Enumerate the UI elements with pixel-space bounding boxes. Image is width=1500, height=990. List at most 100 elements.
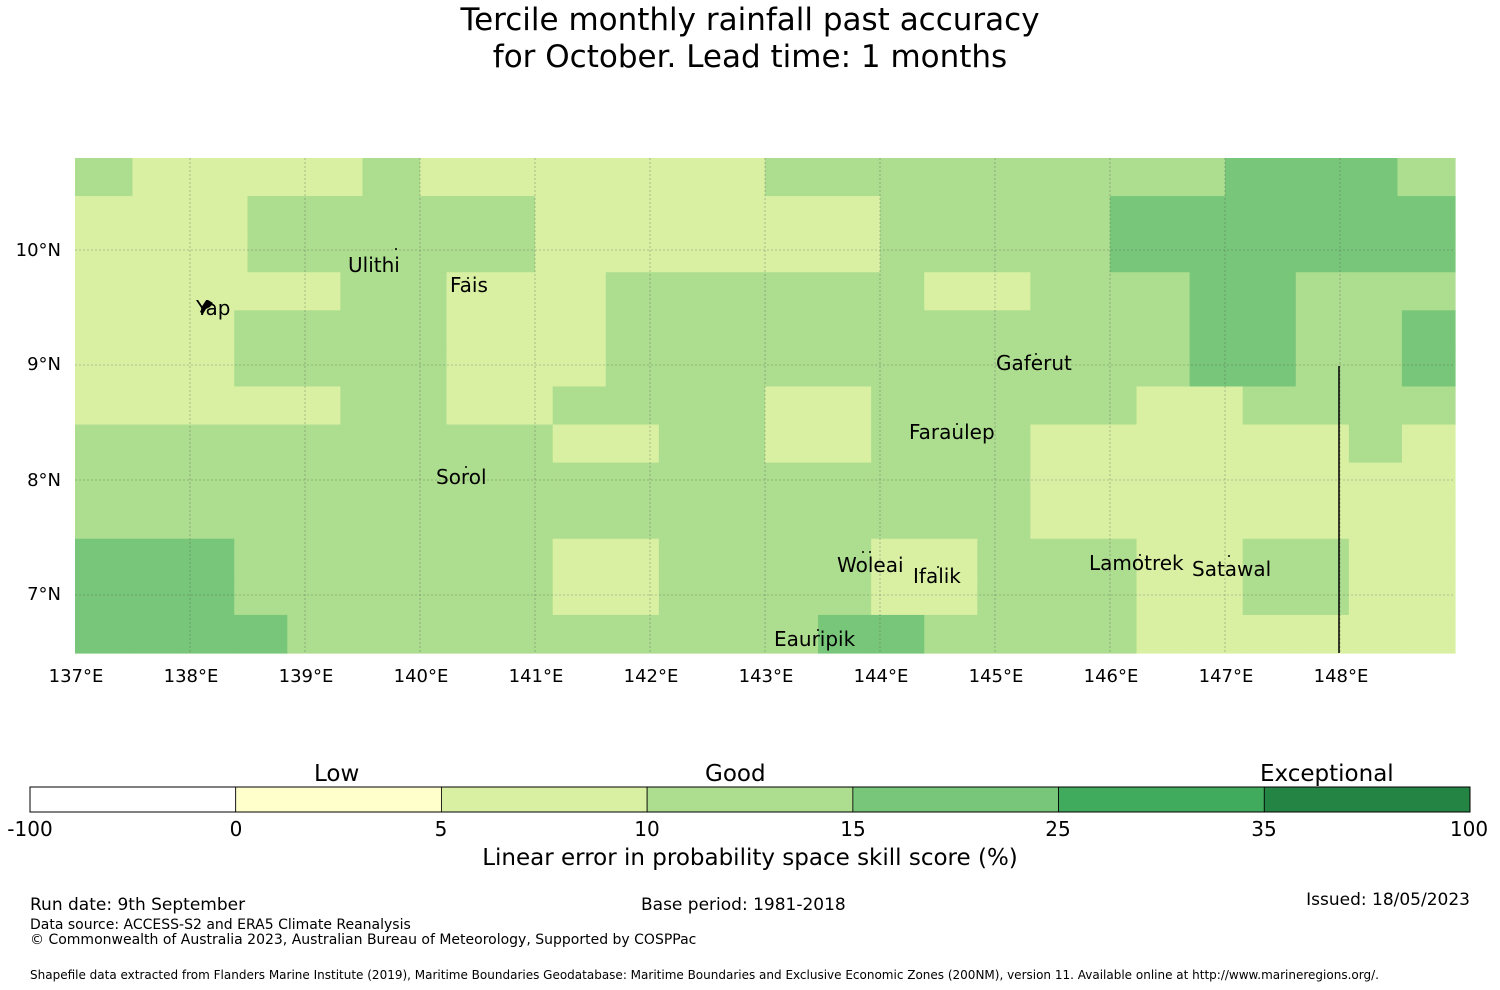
colorbar-frame bbox=[29, 786, 1471, 813]
colorbar-tick: 0 bbox=[229, 817, 243, 841]
skill-cell bbox=[446, 614, 501, 654]
skill-cell bbox=[75, 310, 129, 349]
skill-cell bbox=[1282, 158, 1341, 197]
skill-cell bbox=[1189, 424, 1244, 464]
skill-cell bbox=[499, 538, 554, 578]
colorbar-segment bbox=[441, 786, 648, 813]
skill-cell bbox=[1083, 310, 1138, 349]
skill-cell bbox=[1136, 386, 1191, 426]
skill-cell bbox=[1136, 272, 1191, 311]
skill-cell bbox=[818, 538, 872, 578]
skill-cell bbox=[340, 462, 395, 502]
skill-cell bbox=[1401, 614, 1456, 654]
skill-cell bbox=[1052, 234, 1111, 273]
skill-cell bbox=[924, 272, 978, 311]
skill-cell bbox=[247, 158, 306, 197]
skill-cell bbox=[977, 538, 1031, 578]
skill-cell bbox=[871, 614, 925, 654]
skill-cell bbox=[1030, 576, 1085, 616]
skill-cell bbox=[765, 462, 819, 502]
skill-cell bbox=[499, 310, 554, 349]
skill-cell bbox=[234, 272, 288, 311]
skill-cell bbox=[1030, 538, 1085, 578]
skill-cell bbox=[181, 614, 235, 654]
place-label-eauripik: Eauripik bbox=[774, 627, 856, 651]
skill-cell bbox=[1295, 462, 1350, 502]
data-source: Data source: ACCESS-S2 and ERA5 Climate … bbox=[30, 917, 411, 933]
skill-cell bbox=[446, 538, 501, 578]
lon-label: 147°E bbox=[1199, 666, 1254, 687]
colorbar-category-good: Good bbox=[705, 761, 766, 787]
skill-cell bbox=[924, 500, 978, 540]
colorbar-tick: 5 bbox=[434, 817, 448, 841]
skill-cell bbox=[977, 310, 1031, 349]
skill-cell bbox=[924, 576, 978, 616]
skill-cell bbox=[128, 348, 182, 388]
skill-cell bbox=[977, 272, 1031, 311]
faraulep-island-dot bbox=[956, 423, 958, 425]
skill-cell bbox=[128, 614, 182, 654]
skill-cell bbox=[711, 386, 766, 426]
colorbar-segment bbox=[235, 786, 442, 813]
skill-cell bbox=[287, 310, 341, 349]
skill-cell bbox=[1348, 462, 1403, 502]
skill-cell bbox=[650, 196, 709, 235]
skill-cell bbox=[1136, 614, 1191, 654]
skill-cell bbox=[234, 386, 288, 426]
map-title-line-2: for October. Lead time: 1 months bbox=[492, 39, 1008, 75]
skill-cell bbox=[1030, 348, 1085, 388]
skill-cell bbox=[1189, 348, 1244, 388]
skill-cell bbox=[871, 348, 925, 388]
skill-cell bbox=[181, 424, 235, 464]
skill-cell bbox=[1295, 348, 1350, 388]
skill-cell bbox=[818, 348, 872, 388]
skill-cell bbox=[499, 576, 554, 616]
skill-cell bbox=[128, 500, 182, 540]
ulithi-island-dot bbox=[395, 248, 397, 250]
skill-cell bbox=[711, 424, 766, 464]
skill-cell bbox=[340, 272, 395, 311]
skill-cell bbox=[535, 234, 594, 273]
skill-cell bbox=[128, 386, 182, 426]
skill-cell bbox=[128, 310, 182, 349]
skill-cell bbox=[1242, 310, 1297, 349]
skill-cell bbox=[765, 310, 819, 349]
skill-cell bbox=[477, 196, 536, 235]
skill-cell bbox=[765, 158, 824, 197]
colorbar-tick: 35 bbox=[1251, 817, 1277, 841]
skill-cell bbox=[1242, 348, 1297, 388]
skill-cell bbox=[937, 234, 996, 273]
skill-cell bbox=[765, 196, 824, 235]
skill-cell bbox=[711, 462, 766, 502]
skill-cell bbox=[1348, 614, 1403, 654]
skill-cell bbox=[977, 614, 1031, 654]
skill-cell bbox=[287, 614, 341, 654]
place-label-fais: Fais bbox=[450, 273, 488, 297]
skill-cell bbox=[1295, 310, 1350, 349]
skill-cell bbox=[1030, 462, 1085, 502]
lon-label: 139°E bbox=[279, 666, 334, 687]
skill-cell bbox=[362, 196, 421, 235]
run-date: Run date: 9th September bbox=[30, 895, 246, 915]
skill-cell bbox=[420, 234, 479, 273]
skill-cell bbox=[658, 310, 713, 349]
lat-label: 10°N bbox=[16, 240, 61, 261]
skill-cell bbox=[499, 386, 554, 426]
skill-cell bbox=[552, 386, 607, 426]
skill-cell bbox=[1348, 576, 1403, 616]
skill-cell bbox=[362, 234, 421, 273]
skill-cell bbox=[880, 196, 939, 235]
skill-cell bbox=[1295, 614, 1350, 654]
skill-cell bbox=[707, 196, 766, 235]
skill-cell bbox=[132, 196, 191, 235]
skill-cell bbox=[1348, 424, 1403, 464]
skill-cell bbox=[822, 158, 881, 197]
skill-cell bbox=[1136, 576, 1191, 616]
skill-cell bbox=[924, 348, 978, 388]
place-label-ifalik: Ifalik bbox=[913, 564, 961, 588]
skill-cell bbox=[1189, 500, 1244, 540]
skill-cell bbox=[1030, 310, 1085, 349]
skill-cell bbox=[1242, 424, 1297, 464]
skill-cell bbox=[1189, 614, 1244, 654]
skill-cell bbox=[1052, 158, 1111, 197]
